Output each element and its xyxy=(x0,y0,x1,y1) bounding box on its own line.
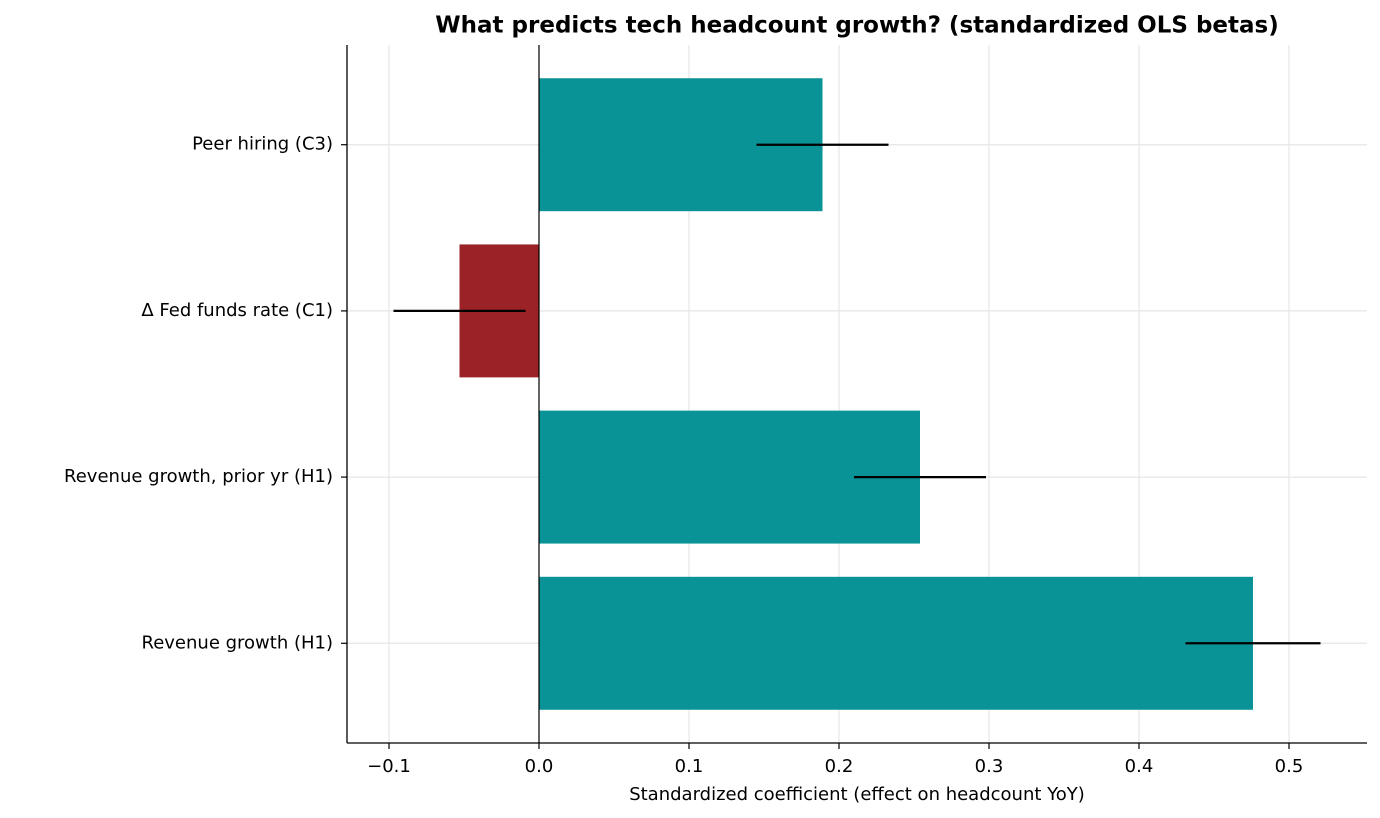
x-tick-label: 0.0 xyxy=(525,756,554,777)
chart-title: What predicts tech headcount growth? (st… xyxy=(435,13,1278,39)
x-tick-label: 0.3 xyxy=(975,756,1004,777)
x-tick-label: 0.5 xyxy=(1275,756,1304,777)
x-tick-label: 0.4 xyxy=(1125,756,1154,777)
x-axis-label: Standardized coefficient (effect on head… xyxy=(629,784,1085,805)
y-tick-label: Δ Fed funds rate (C1) xyxy=(141,300,333,321)
x-tick-label: 0.2 xyxy=(825,756,854,777)
y-tick-label: Peer hiring (C3) xyxy=(192,134,333,155)
x-tick-label: −0.1 xyxy=(367,756,411,777)
x-tick-label: 0.1 xyxy=(675,756,704,777)
y-tick-label: Revenue growth, prior yr (H1) xyxy=(64,466,333,487)
bar xyxy=(539,576,1253,710)
y-tick-label: Revenue growth (H1) xyxy=(142,632,334,653)
